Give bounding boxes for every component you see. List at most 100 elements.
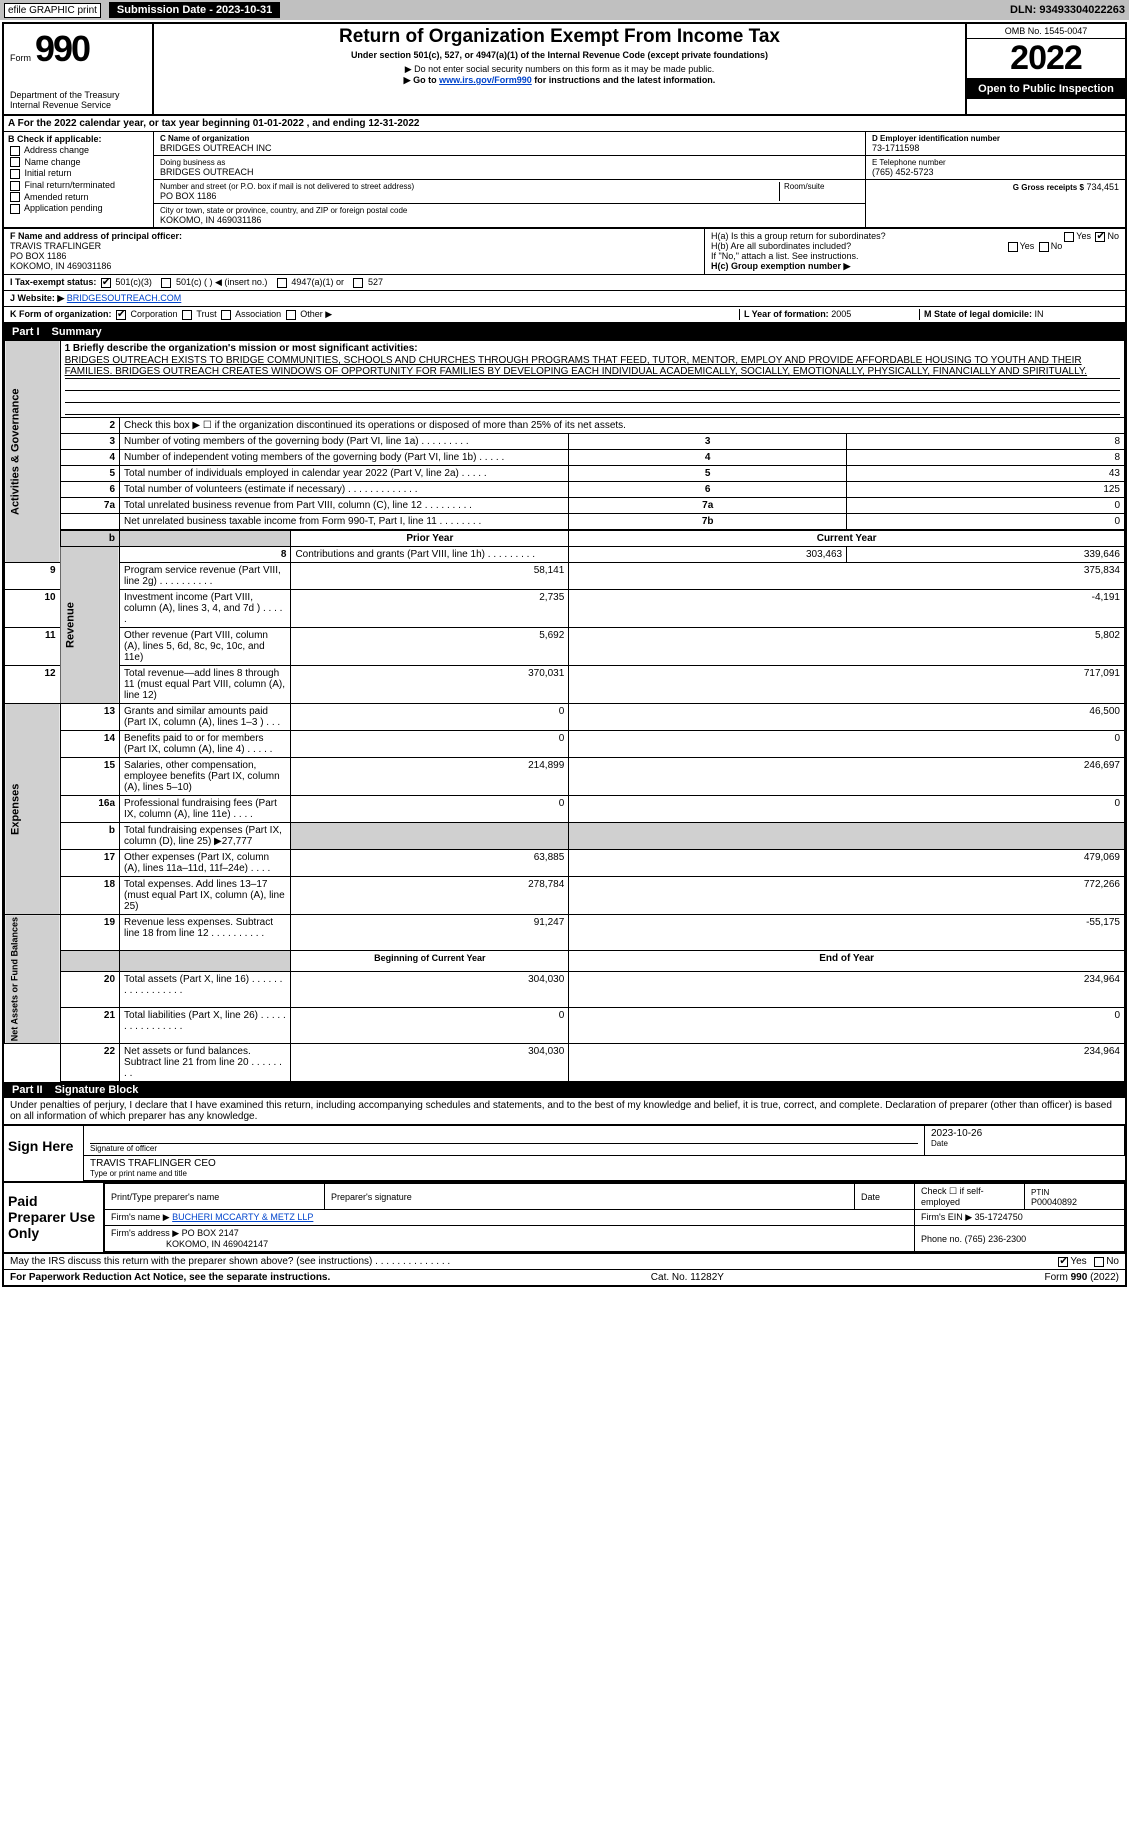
ptin-value: P00040892 bbox=[1031, 1197, 1077, 1207]
prior-13: 0 bbox=[291, 704, 569, 731]
check-name-change[interactable]: Name change bbox=[8, 157, 149, 168]
b-header: B Check if applicable: bbox=[8, 134, 149, 144]
section-governance-label: Activities & Governance bbox=[5, 341, 61, 563]
prior-18: 278,784 bbox=[291, 877, 569, 915]
ein-value: 73-1711598 bbox=[872, 143, 1119, 153]
c-column: C Name of organization BRIDGES OUTREACH … bbox=[154, 132, 865, 227]
state-domicile: IN bbox=[1035, 309, 1044, 319]
perjury-statement: Under penalties of perjury, I declare th… bbox=[4, 1098, 1125, 1124]
fh-block: F Name and address of principal officer:… bbox=[4, 229, 1125, 275]
discuss-yes-check[interactable] bbox=[1058, 1257, 1068, 1267]
check-address-change[interactable]: Address change bbox=[8, 145, 149, 156]
signature-line[interactable] bbox=[90, 1128, 918, 1144]
val-5: 43 bbox=[847, 466, 1125, 482]
sig-officer-label: Signature of officer bbox=[90, 1144, 918, 1153]
summary-table: Activities & Governance 1 Briefly descri… bbox=[4, 340, 1125, 1082]
part2-header: Part II Signature Block bbox=[4, 1082, 1125, 1098]
check-527[interactable] bbox=[353, 278, 363, 288]
section-revenue-label: Revenue bbox=[60, 547, 119, 704]
submission-date-button[interactable]: Submission Date - 2023-10-31 bbox=[109, 2, 280, 18]
room-label: Room/suite bbox=[784, 182, 859, 191]
prior-17: 63,885 bbox=[291, 850, 569, 877]
current-year-header: Current Year bbox=[569, 530, 1125, 547]
line-18: Total expenses. Add lines 13–17 (must eq… bbox=[120, 877, 291, 915]
curr-22: 234,964 bbox=[569, 1044, 1125, 1082]
hb-row: H(b) Are all subordinates included? Yes … bbox=[711, 241, 1119, 251]
gross-value: 734,451 bbox=[1086, 182, 1119, 192]
form-note1: ▶ Do not enter social security numbers o… bbox=[160, 64, 959, 75]
val-4: 8 bbox=[847, 450, 1125, 466]
part2-num: Part II bbox=[12, 1084, 43, 1096]
prior-9: 58,141 bbox=[291, 563, 569, 590]
city-label: City or town, state or province, country… bbox=[160, 206, 859, 215]
line-17: Other expenses (Part IX, column (A), lin… bbox=[120, 850, 291, 877]
end-year-header: End of Year bbox=[569, 950, 1125, 971]
irs-link[interactable]: www.irs.gov/Form990 bbox=[439, 75, 532, 85]
check-4947[interactable] bbox=[277, 278, 287, 288]
org-name: BRIDGES OUTREACH INC bbox=[160, 143, 859, 153]
dept-line1: Department of the Treasury bbox=[10, 90, 146, 100]
prep-h4: Check ☐ if self-employed bbox=[915, 1184, 1025, 1210]
f-label: F Name and address of principal officer: bbox=[10, 231, 698, 241]
check-application-pending[interactable]: Application pending bbox=[8, 203, 149, 214]
preparer-title: Paid Preparer Use Only bbox=[4, 1183, 104, 1252]
check-trust[interactable] bbox=[182, 310, 192, 320]
check-initial-return[interactable]: Initial return bbox=[8, 168, 149, 179]
check-association[interactable] bbox=[221, 310, 231, 320]
prior-16a: 0 bbox=[291, 796, 569, 823]
omb-number: OMB No. 1545-0047 bbox=[967, 24, 1125, 39]
form-header-left: Form 990 Department of the Treasury Inte… bbox=[4, 24, 154, 114]
firm-addr1: PO BOX 2147 bbox=[182, 1228, 239, 1238]
val-7a: 0 bbox=[847, 498, 1125, 514]
ein-label: D Employer identification number bbox=[872, 134, 1119, 143]
website-link[interactable]: BRIDGESOUTREACH.COM bbox=[67, 293, 182, 303]
curr-8: 339,646 bbox=[847, 547, 1125, 563]
prior-10: 2,735 bbox=[291, 590, 569, 628]
prior-20: 304,030 bbox=[291, 972, 569, 1008]
check-final-return[interactable]: Final return/terminated bbox=[8, 180, 149, 191]
line-20: Total assets (Part X, line 16) . . . . .… bbox=[120, 972, 291, 1008]
check-amended-return[interactable]: Amended return bbox=[8, 192, 149, 203]
preparer-table: Print/Type preparer's name Preparer's si… bbox=[104, 1183, 1125, 1252]
curr-13: 46,500 bbox=[569, 704, 1125, 731]
section-net-label: Net Assets or Fund Balances bbox=[5, 915, 61, 1044]
check-other[interactable] bbox=[286, 310, 296, 320]
line-4: Number of independent voting members of … bbox=[120, 450, 569, 466]
firm-name-link[interactable]: BUCHERI MCCARTY & METZ LLP bbox=[172, 1212, 313, 1222]
curr-16a: 0 bbox=[569, 796, 1125, 823]
line-14: Benefits paid to or for members (Part IX… bbox=[120, 731, 291, 758]
line-19: Revenue less expenses. Subtract line 18 … bbox=[120, 915, 291, 951]
hb-note: If "No," attach a list. See instructions… bbox=[711, 251, 1119, 261]
sig-date-label: Date bbox=[931, 1139, 1118, 1148]
discuss-no-check[interactable] bbox=[1094, 1257, 1104, 1267]
prep-h3: Date bbox=[855, 1184, 915, 1210]
form-header: Form 990 Department of the Treasury Inte… bbox=[4, 24, 1125, 116]
check-corporation[interactable] bbox=[116, 310, 126, 320]
prior-8: 303,463 bbox=[569, 547, 847, 563]
form-header-right: OMB No. 1545-0047 2022 Open to Public In… bbox=[965, 24, 1125, 114]
line-5: Total number of individuals employed in … bbox=[120, 466, 569, 482]
line-16b: Total fundraising expenses (Part IX, col… bbox=[120, 823, 291, 850]
footer-row: For Paperwork Reduction Act Notice, see … bbox=[4, 1269, 1125, 1285]
officer-addr2: KOKOMO, IN 469031186 bbox=[10, 261, 698, 271]
dba-label: Doing business as bbox=[160, 158, 859, 167]
form-number: 990 bbox=[35, 28, 89, 70]
form-page: Form 990 Department of the Treasury Inte… bbox=[2, 22, 1127, 1287]
check-501c3[interactable] bbox=[101, 278, 111, 288]
line-22: Net assets or fund balances. Subtract li… bbox=[120, 1044, 291, 1082]
begin-year-header: Beginning of Current Year bbox=[291, 950, 569, 971]
prior-year-header: Prior Year bbox=[291, 530, 569, 547]
prior-14: 0 bbox=[291, 731, 569, 758]
curr-20: 234,964 bbox=[569, 972, 1125, 1008]
form-prefix: Form bbox=[10, 53, 31, 63]
line-6: Total number of volunteers (estimate if … bbox=[120, 482, 569, 498]
check-501c[interactable] bbox=[161, 278, 171, 288]
line-3: Number of voting members of the governin… bbox=[120, 434, 569, 450]
f-block: F Name and address of principal officer:… bbox=[4, 229, 705, 274]
line-10: Investment income (Part VIII, column (A)… bbox=[120, 590, 291, 628]
hc-row: H(c) Group exemption number ▶ bbox=[711, 261, 1119, 272]
line-11: Other revenue (Part VIII, column (A), li… bbox=[120, 628, 291, 666]
year-formation: 2005 bbox=[831, 309, 851, 319]
prior-22: 304,030 bbox=[291, 1044, 569, 1082]
form-header-center: Return of Organization Exempt From Incom… bbox=[154, 24, 965, 114]
